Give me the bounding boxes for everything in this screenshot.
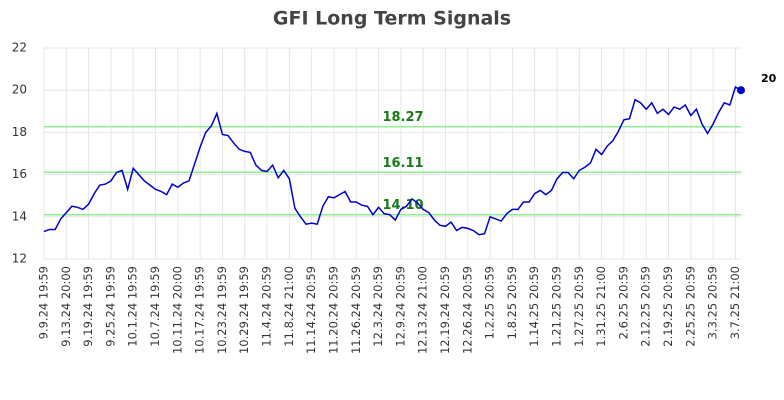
x-tick-label: 11.20.24 20:59 [326,266,340,354]
x-tick-label: 1.27.25 20:59 [572,266,586,347]
x-tick-label: 1.31.25 21:00 [594,266,608,347]
x-tick-label: 11.4.24 20:59 [260,266,274,347]
y-tick-label: 20 [12,83,27,97]
y-tick-label: 14 [12,209,27,223]
x-tick-label: 9.9.24 19:59 [37,266,51,339]
x-tick-label: 10.17.24 19:59 [193,266,207,354]
chart-title: GFI Long Term Signals [273,8,511,30]
x-tick-label: 12.9.24 20:59 [393,266,407,347]
x-tick-label: 2.6.25 20:59 [616,266,630,339]
last-value-label: 20 [761,72,777,85]
x-tick-label: 1.21.25 20:59 [549,266,563,347]
x-tick-label: 1.8.25 20:59 [505,266,519,339]
x-tick-label: 10.23.24 19:59 [215,266,229,354]
x-tick-label: 11.8.24 21:00 [282,266,296,347]
x-tick-label: 2.19.25 20:59 [661,266,675,347]
price-line [43,85,742,236]
y-tick-label: 22 [12,41,27,55]
x-tick-label: 12.13.24 21:00 [416,266,430,354]
signal-label: 16.11 [382,156,423,171]
x-tick-label: 9.25.24 19:59 [103,266,117,347]
y-tick-label: 16 [12,167,27,181]
x-tick-label: 11.26.24 20:59 [349,266,363,354]
x-tick-label: 10.1.24 19:59 [126,266,140,347]
last-point [737,86,745,95]
x-tick-label: 3.7.25 21:00 [728,266,742,339]
signal-label: 14.10 [382,198,423,213]
x-tick-label: 12.3.24 20:59 [371,266,385,347]
x-tick-label: 2.12.25 20:59 [639,266,653,347]
x-tick-label: 12.19.24 20:59 [438,266,452,354]
x-tick-label: 1.14.25 20:59 [527,266,541,347]
x-tick-label: 12.26.24 20:59 [460,266,474,354]
x-tick-label: 3.3.25 20:59 [706,266,720,339]
y-tick-label: 12 [12,252,27,266]
x-tick-label: 2.25.25 20:59 [683,266,697,347]
y-tick-label: 18 [12,125,27,139]
x-tick-label: 10.29.24 19:59 [237,266,251,354]
x-tick-label: 1.2.25 20:59 [483,266,497,339]
x-tick-label: 10.7.24 19:59 [148,266,162,347]
x-tick-label: 11.14.24 20:59 [304,266,318,354]
x-tick-label: 9.13.24 20:00 [59,266,73,347]
signal-label: 18.27 [382,110,423,125]
x-tick-label: 9.19.24 19:59 [81,266,95,347]
x-tick-label: 10.11.24 20:00 [170,266,184,354]
